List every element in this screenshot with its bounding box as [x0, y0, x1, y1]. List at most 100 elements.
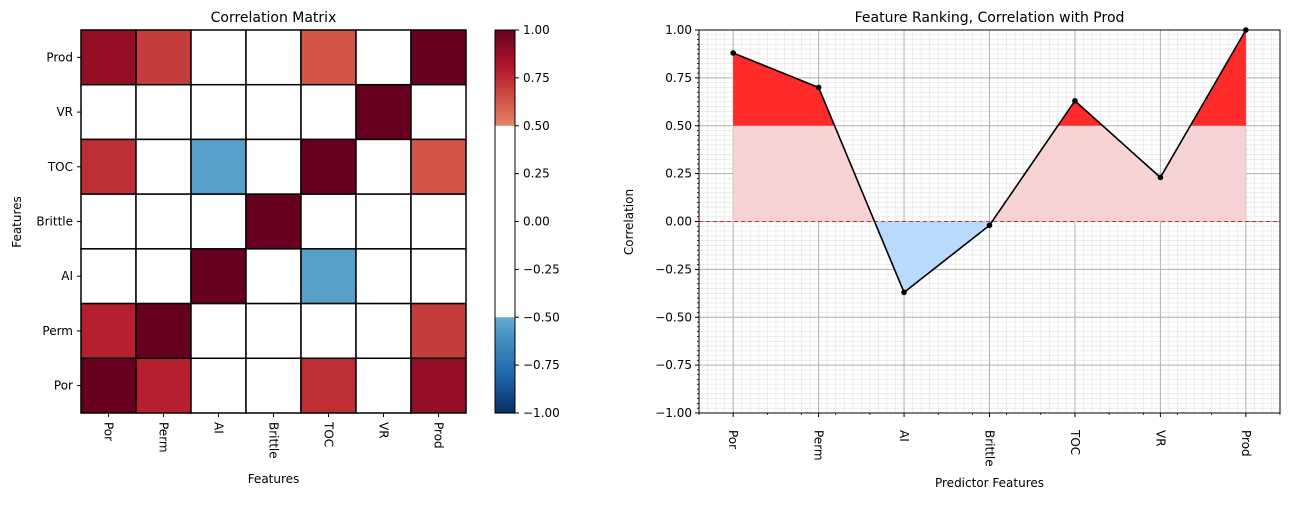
heatmap-ylabel: Features	[10, 196, 24, 248]
heatmap-x-tick-label: Por	[102, 422, 116, 441]
colorbar-band	[495, 97, 515, 101]
y-tick-label: 0.50	[665, 119, 692, 133]
colorbar-band	[495, 65, 515, 69]
colorbar-band	[495, 122, 515, 127]
heatmap-cell	[80, 357, 137, 414]
colorbar-tick-label: −0.25	[523, 262, 560, 276]
heatmap-cell	[300, 83, 357, 141]
heatmap-cell	[190, 83, 247, 141]
colorbar-band	[495, 192, 515, 197]
colorbar-band	[495, 393, 515, 398]
heatmap-cell	[300, 302, 357, 360]
data-point	[901, 289, 907, 296]
colorbar-band	[495, 189, 515, 194]
heatmap-cell	[245, 83, 302, 141]
heatmap-cell	[410, 302, 467, 360]
heatmap-cell	[190, 248, 247, 305]
x-tick-label: TOC	[1068, 429, 1082, 455]
colorbar-band	[495, 384, 515, 389]
heatmap-cell	[300, 29, 357, 86]
colorbar-band	[495, 112, 515, 117]
line-chart-fills	[733, 30, 1246, 293]
x-tick-label: Brittle	[983, 430, 997, 467]
colorbar-band	[495, 320, 515, 325]
colorbar-band	[495, 208, 515, 213]
colorbar-band	[495, 45, 515, 50]
colorbar-band	[495, 377, 515, 382]
colorbar-band	[495, 100, 515, 105]
colorbar-band	[495, 221, 515, 226]
colorbar-band	[495, 93, 515, 98]
colorbar-bands	[495, 30, 515, 414]
heatmap-cell	[355, 138, 412, 195]
data-point	[815, 84, 822, 91]
colorbar-band	[495, 33, 515, 37]
colorbar-band	[495, 55, 515, 60]
line-chart-y-ticks: 1.00 0.75 0.50 0.25 0.00 −0.25 −0.50 −0.75 −1.00	[655, 23, 699, 420]
heatmap-cell	[190, 357, 247, 414]
colorbar-band	[495, 215, 515, 219]
heatmap-y-ticks: Prod VR TOC Brittle AI Perm Por	[36, 50, 81, 393]
colorbar-band	[495, 61, 515, 66]
colorbar-band	[495, 355, 515, 360]
colorbar-band	[495, 157, 515, 162]
heatmap-cell	[300, 193, 357, 250]
heatmap-x-tick-label: AI	[212, 422, 226, 434]
heatmap-cell	[245, 138, 302, 195]
x-tick-label: Prod	[1239, 430, 1253, 457]
colorbar-band	[495, 144, 515, 149]
heatmap-cell	[300, 138, 357, 195]
heatmap-y-tick-label: Prod	[46, 50, 73, 64]
colorbar-band	[495, 218, 515, 223]
heatmap-y-tick-label: AI	[61, 269, 73, 283]
colorbar-band	[495, 262, 515, 267]
colorbar-band	[495, 403, 515, 408]
heatmap-cell	[190, 193, 247, 250]
heatmap-x-tick-label: VR	[377, 422, 391, 439]
heatmap-cell	[190, 302, 247, 360]
heatmap-cell	[80, 302, 137, 360]
heatmap-x-tick-label: TOC	[322, 421, 336, 447]
colorbar-band	[495, 176, 515, 181]
colorbar-band	[495, 58, 515, 63]
heatmap-y-tick-label: Brittle	[36, 215, 73, 229]
colorbar-band	[495, 339, 515, 344]
heatmap-y-tick-label: Por	[54, 379, 73, 393]
colorbar-band	[495, 345, 515, 350]
colorbar-band	[495, 361, 515, 366]
colorbar-band	[495, 138, 515, 143]
y-tick-label: 1.00	[665, 23, 692, 37]
heatmap-cell	[355, 357, 412, 414]
colorbar-band	[495, 154, 515, 159]
colorbar-band	[495, 81, 515, 85]
colorbar-band	[495, 301, 515, 306]
colorbar-band	[495, 164, 515, 168]
colorbar-band	[495, 298, 515, 302]
heatmap-cell	[135, 138, 192, 195]
colorbar-band	[495, 224, 515, 229]
line-panel: Feature Ranking, Correlation with Prod 1…	[622, 10, 1281, 490]
colorbar: 1.00 0.75 0.50 0.25 0.00 −0.25 −0.50 −0.75 −1.00	[494, 23, 560, 420]
heatmap-cell	[410, 29, 467, 86]
colorbar-band	[495, 183, 515, 187]
colorbar-band	[495, 365, 515, 369]
colorbar-band	[495, 42, 515, 47]
colorbar-band	[495, 195, 515, 200]
colorbar-band	[495, 317, 515, 322]
heatmap-cell	[410, 83, 467, 141]
y-tick-label: −0.75	[655, 358, 692, 372]
colorbar-band	[495, 125, 515, 130]
heatmap-cell	[135, 357, 192, 414]
heatmap-cell	[355, 302, 412, 360]
colorbar-tick-label: 1.00	[523, 23, 550, 37]
colorbar-band	[495, 205, 515, 210]
heatmap-title: Correlation Matrix	[211, 10, 337, 26]
colorbar-band	[495, 307, 515, 312]
colorbar-band	[495, 336, 515, 341]
heatmap-x-tick-label: Perm	[157, 422, 171, 453]
colorbar-band	[495, 304, 515, 309]
colorbar-band	[495, 371, 515, 376]
colorbar-band	[495, 30, 515, 34]
colorbar-band	[495, 186, 515, 191]
